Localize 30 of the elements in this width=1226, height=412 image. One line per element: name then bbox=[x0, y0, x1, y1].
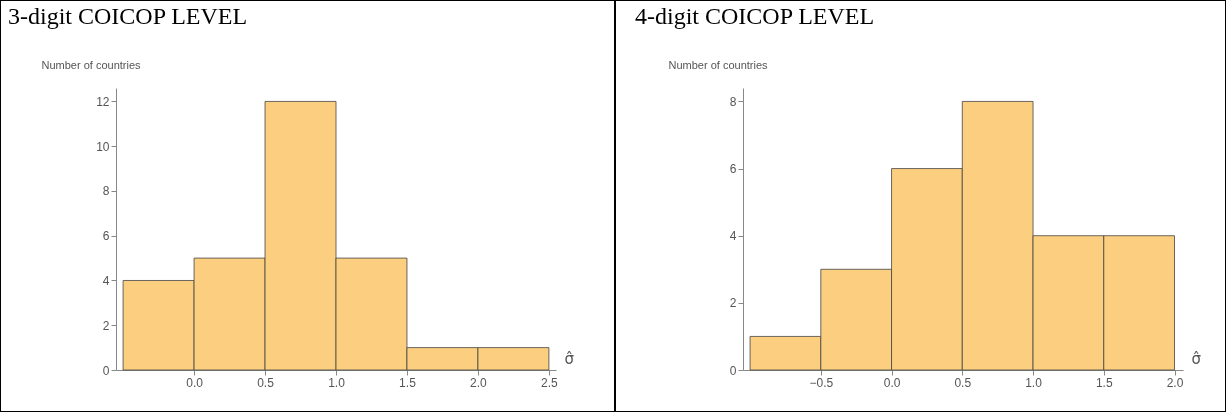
x-tick-label: 1.0 bbox=[328, 375, 346, 390]
y-axis-title: Number of countries bbox=[41, 58, 142, 71]
y-tick-label: 4 bbox=[102, 273, 110, 288]
y-tick-label: 6 bbox=[102, 229, 110, 244]
x-tick-label: 2.0 bbox=[1166, 375, 1184, 390]
x-tick-label: 1.5 bbox=[399, 375, 417, 390]
x-axis-title: σ̂ bbox=[564, 349, 575, 368]
x-tick-label: 1.5 bbox=[1095, 375, 1113, 390]
x-tick-label: 0.5 bbox=[954, 375, 972, 390]
y-tick-label: 6 bbox=[729, 162, 737, 177]
x-axis-title: σ̂ bbox=[1191, 349, 1202, 368]
x-tick-label: 2.0 bbox=[470, 375, 488, 390]
chart-title: 3-digit COICOP LEVEL bbox=[8, 3, 248, 29]
chart-title: 4-digit COICOP LEVEL bbox=[635, 3, 875, 29]
y-tick-label: 0 bbox=[729, 363, 737, 378]
y-tick-label: 8 bbox=[102, 184, 110, 199]
y-tick-label: 4 bbox=[729, 229, 737, 244]
y-tick-label: 2 bbox=[729, 296, 737, 311]
y-tick-label: 12 bbox=[96, 94, 110, 109]
y-tick-label: 10 bbox=[96, 139, 110, 154]
x-tick-label: 0.0 bbox=[883, 375, 901, 390]
x-tick-label: 2.5 bbox=[541, 375, 559, 390]
y-axis-title: Number of countries bbox=[668, 58, 769, 71]
y-tick-label: 0 bbox=[102, 363, 110, 378]
y-tick-label: 2 bbox=[102, 318, 110, 333]
x-tick-label: 0.0 bbox=[186, 375, 204, 390]
x-tick-label: 1.0 bbox=[1025, 375, 1043, 390]
x-tick-label: −0.5 bbox=[809, 375, 834, 390]
x-tick-label: 0.5 bbox=[257, 375, 275, 390]
y-tick-label: 8 bbox=[729, 94, 737, 109]
